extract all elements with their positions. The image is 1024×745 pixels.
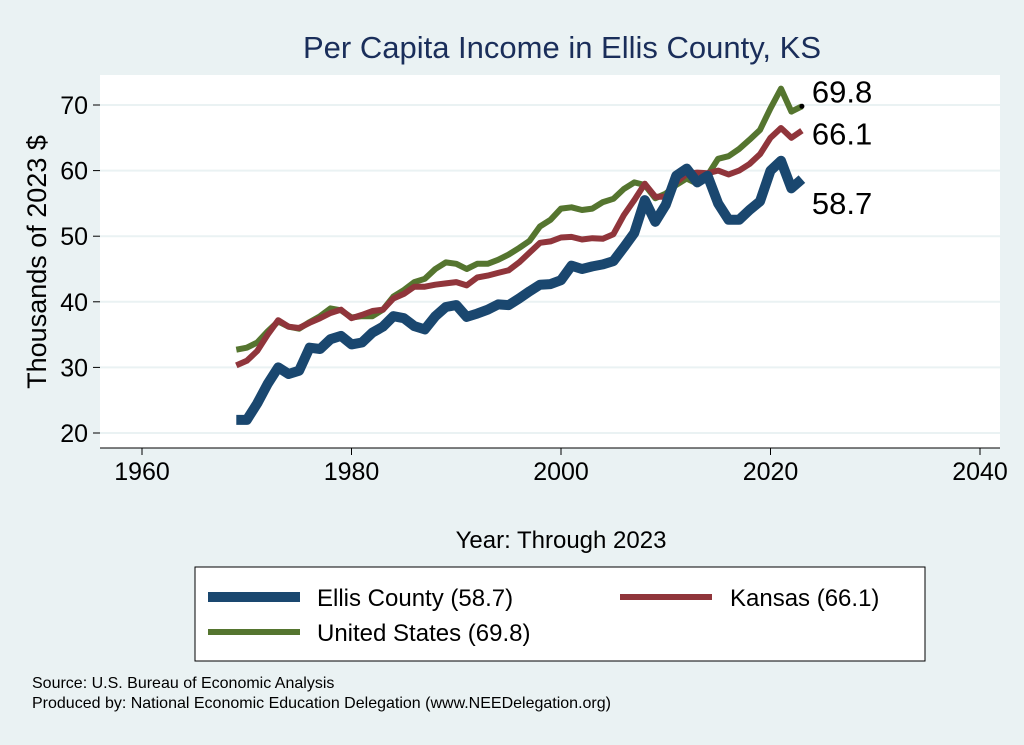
x-tick-label: 1980 [324,458,380,486]
y-tick-label: 30 [60,354,88,382]
series-line-0 [236,155,806,425]
source-note: Source: U.S. Bureau of Economic Analysis [32,675,334,692]
plot-area [100,75,1000,448]
y-tick-label: 60 [60,158,88,186]
end-label: 66.1 [812,117,872,152]
chart-title: Per Capita Income in Ellis County, KS [303,30,821,65]
y-tick-label: 70 [60,92,88,120]
end-marker [799,103,805,109]
produced-by-note: Produced by: National Economic Education… [32,695,611,712]
gridlines [100,104,1000,434]
legend-label-kansas: Kansas (66.1) [730,585,879,612]
axes: 20 30 40 50 60 70 1960 1980 2000 2020 2040 [60,92,1008,486]
legend-label-ellis: Ellis County (58.7) [317,585,513,612]
y-axis-label: Thousands of 2023 $ [22,135,52,389]
series-lines [235,85,806,425]
x-tick-label: 2020 [743,458,799,486]
y-tick-label: 40 [60,289,88,317]
legend-label-us: United States (69.8) [317,620,530,647]
end-label: 69.8 [812,74,872,109]
end-labels: 58.7 66.1 69.8 [799,74,872,221]
x-tick-label: 2000 [533,458,589,486]
x-tick-label: 1960 [114,458,170,486]
y-tick-label: 50 [60,223,88,251]
y-tick-label: 20 [60,420,88,448]
end-label: 58.7 [812,186,872,221]
x-axis-label: Year: Through 2023 [456,527,667,554]
x-tick-label: 2040 [952,458,1008,486]
legend: Ellis County (58.7) Kansas (66.1) United… [194,566,926,662]
